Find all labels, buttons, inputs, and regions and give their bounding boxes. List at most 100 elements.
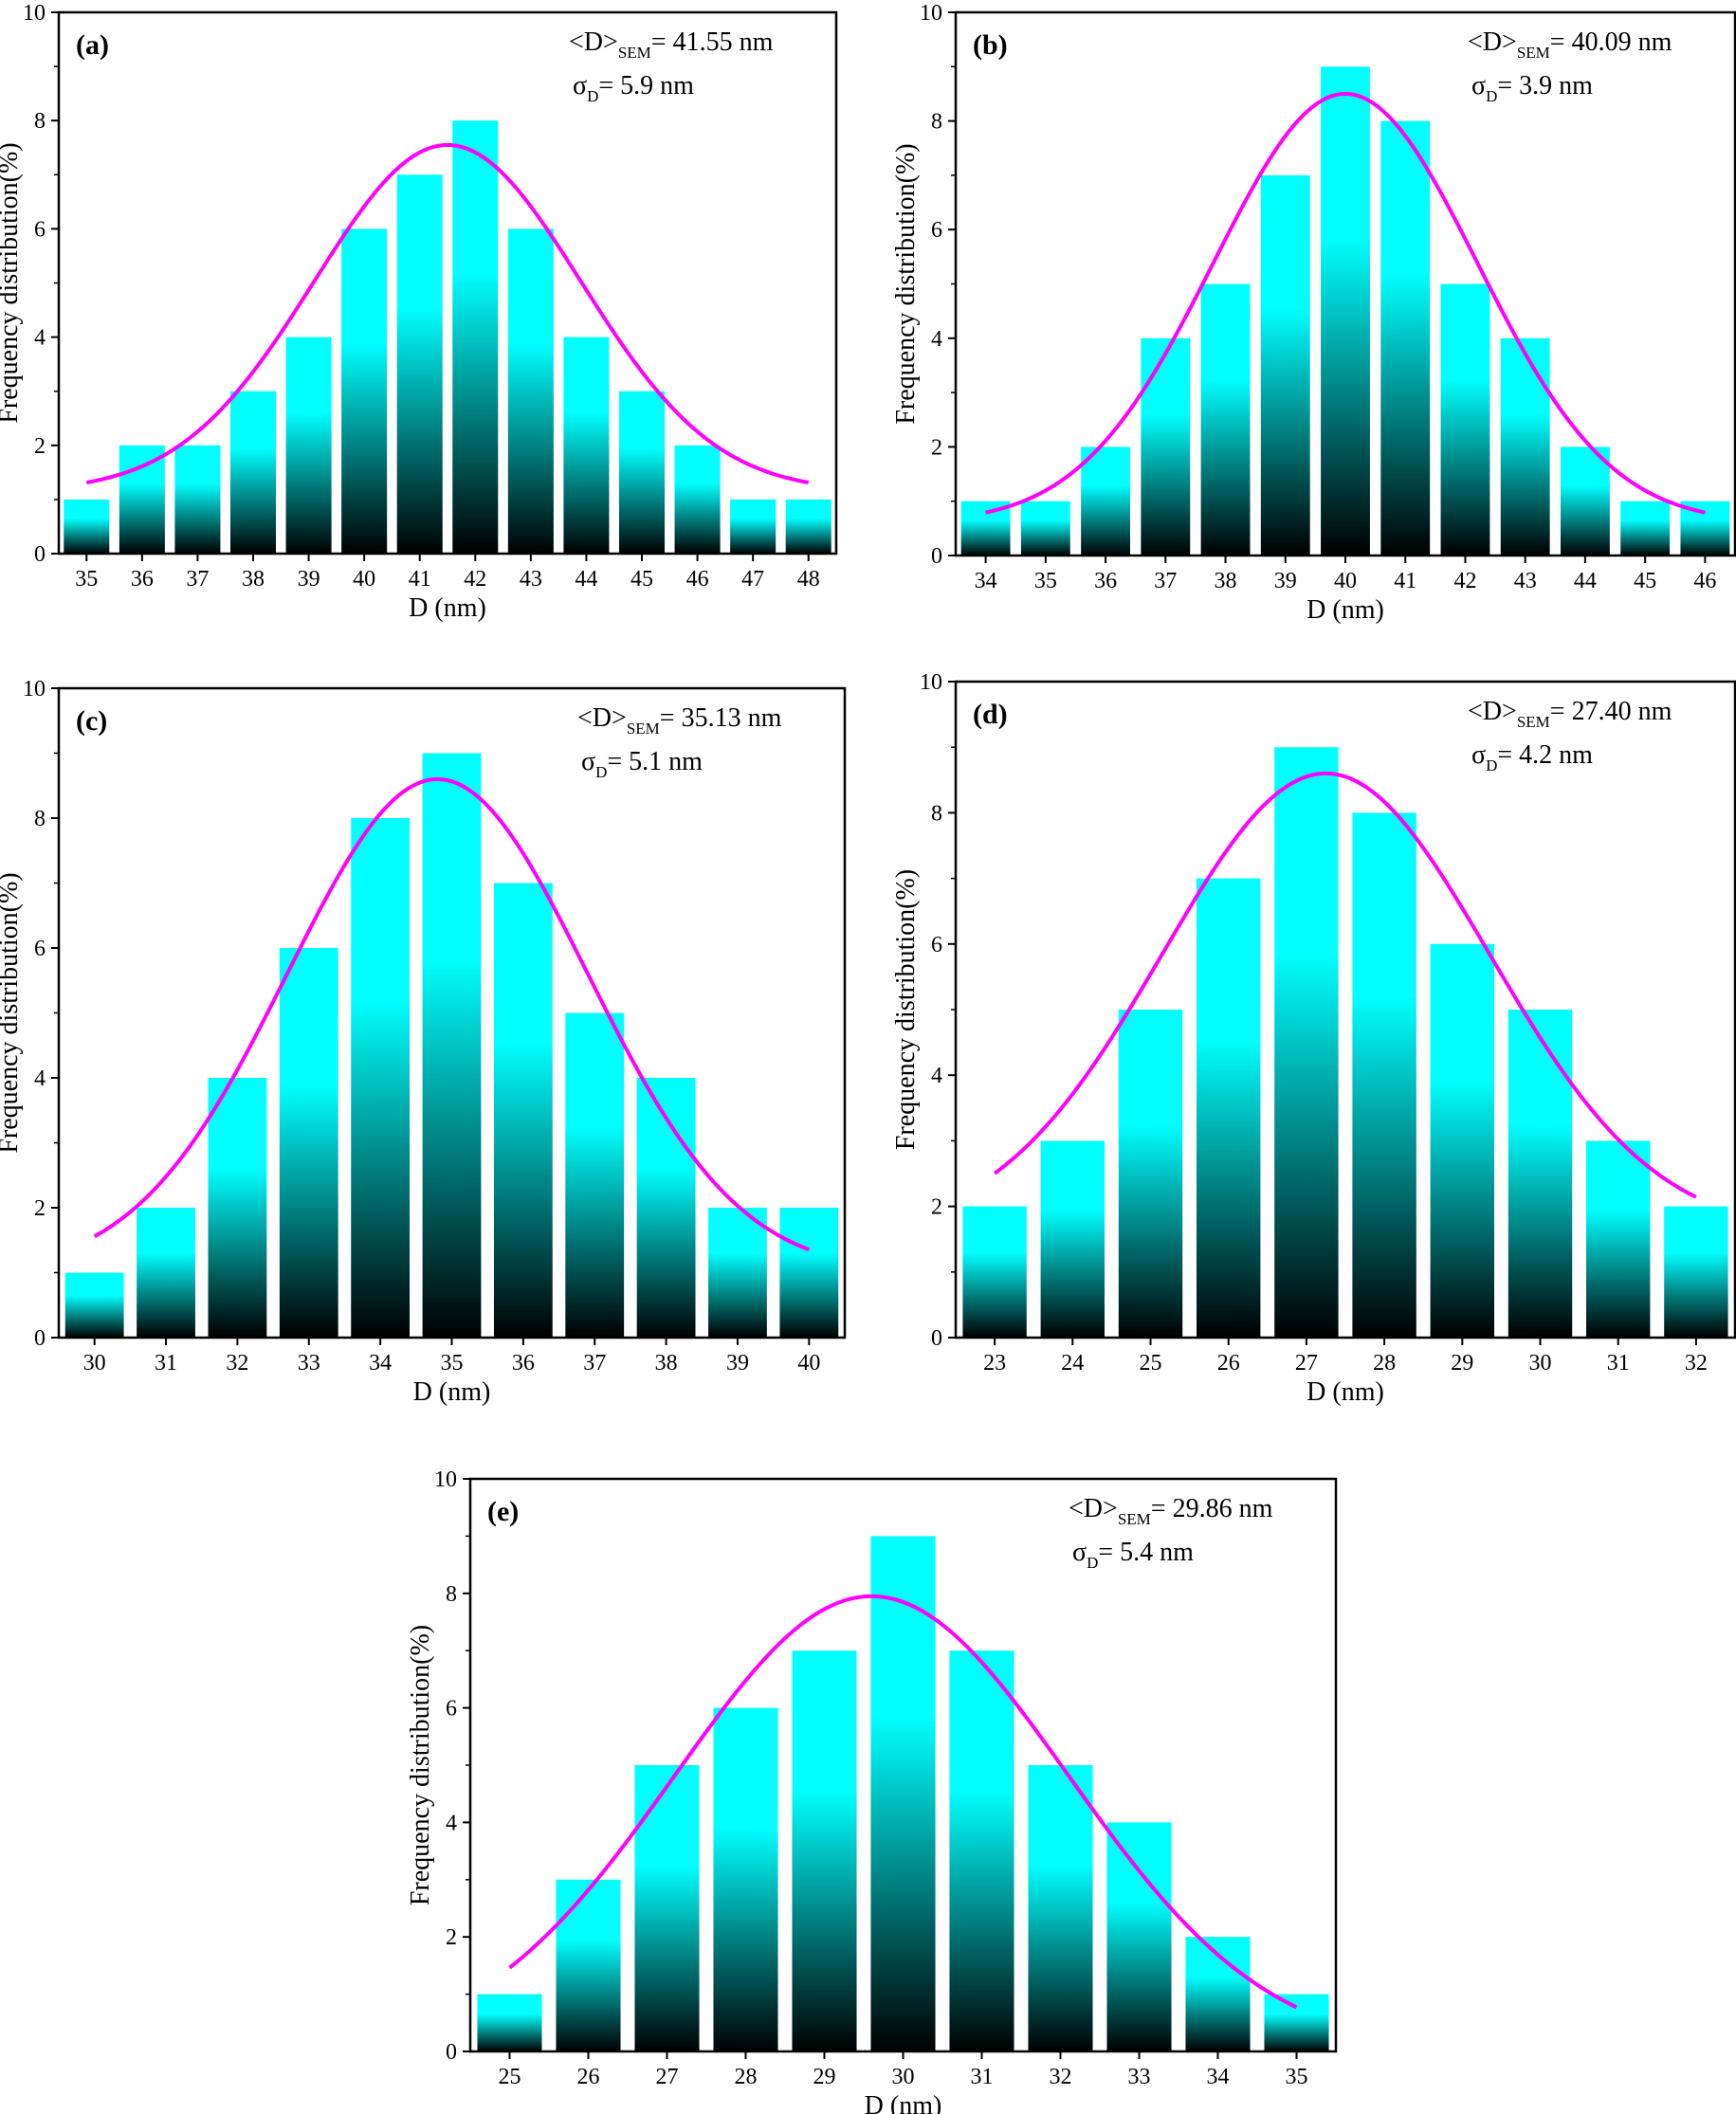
bar-e-32 [1028, 1765, 1093, 2051]
x-axis-title-d: D (nm) [1307, 1377, 1384, 1407]
bar-e-33 [1106, 1822, 1172, 2051]
sigma-annotation-a: σD= 5.9 nm [573, 71, 694, 105]
bar-e-35 [1264, 1994, 1329, 2051]
mean-symbol: <D> [577, 703, 627, 733]
sigma-subscript: D [1486, 87, 1497, 105]
sigma-symbol: σ [1471, 71, 1486, 100]
mean-annotation-a: <D>SEM= 41.55 nm [569, 27, 774, 62]
x-tick-label-b-43: 43 [1514, 569, 1537, 593]
sigma-annotation-e: σD= 5.4 nm [1072, 1538, 1194, 1572]
y-tick-label-e-4: 4 [446, 1811, 457, 1835]
mean-value: = 35.13 nm [660, 703, 782, 733]
mean-symbol: <D> [1069, 1494, 1118, 1523]
bar-b-36 [1081, 446, 1130, 556]
y-tick-label-c-0: 0 [34, 1326, 46, 1351]
y-tick-label-c-4: 4 [34, 1066, 46, 1091]
y-tick-label-d-10: 10 [920, 670, 942, 695]
bar-d-26 [1197, 878, 1261, 1338]
bar-a-40 [341, 228, 388, 554]
x-tick-label-a-41: 41 [409, 567, 431, 592]
bar-a-46 [674, 445, 721, 554]
bar-a-48 [785, 499, 831, 554]
x-tick-label-b-42: 42 [1453, 569, 1476, 593]
y-tick-label-b-6: 6 [931, 218, 942, 243]
sigma-symbol: σ [573, 71, 587, 100]
y-tick-label-e-8: 8 [446, 1582, 457, 1607]
bar-a-45 [618, 391, 666, 554]
mean-value: = 40.09 nm [1550, 27, 1672, 57]
y-axis-title-d: Frequency distribution(%) [891, 869, 921, 1150]
bar-d-25 [1118, 1010, 1183, 1338]
x-tick-label-e-31: 31 [971, 2065, 994, 2089]
gaussian-fit-line-e [508, 1594, 1298, 2010]
mean-annotation-d: <D>SEM= 27.40 nm [1468, 697, 1672, 731]
x-tick-label-b-34: 34 [975, 569, 997, 593]
x-tick-label-e-26: 26 [577, 2065, 600, 2089]
sigma-value: = 5.9 nm [598, 71, 694, 100]
y-tick-label-a-4: 4 [34, 326, 46, 351]
x-tick-label-c-35: 35 [441, 1351, 464, 1376]
x-axis-title-a: D (nm) [409, 593, 486, 623]
gaussian-fit-line-b [985, 91, 1706, 515]
x-tick-label-e-25: 25 [499, 2065, 521, 2089]
y-tick-label-a-10: 10 [23, 1, 46, 26]
y-tick-label-d-6: 6 [931, 933, 942, 957]
mean-value: = 41.55 nm [651, 27, 774, 57]
x-tick-label-e-35: 35 [1286, 2065, 1308, 2089]
bar-d-28 [1352, 812, 1416, 1338]
sigma-value: = 4.2 nm [1497, 740, 1593, 770]
sigma-subscript: D [595, 763, 607, 781]
x-axis-title-c: D (nm) [413, 1377, 491, 1407]
x-tick-label-a-38: 38 [242, 567, 265, 592]
gaussian-fit-line-d [993, 771, 1697, 1199]
bar-d-24 [1040, 1140, 1105, 1338]
x-tick-label-c-40: 40 [797, 1351, 820, 1376]
x-tick-label-a-45: 45 [630, 567, 653, 592]
x-tick-label-e-34: 34 [1207, 2065, 1230, 2089]
mean-value: = 27.40 nm [1550, 697, 1672, 726]
x-tick-label-c-31: 31 [155, 1351, 177, 1376]
x-tick-label-b-40: 40 [1334, 569, 1357, 593]
bar-b-44 [1561, 446, 1610, 556]
gaussian-fit-line-c [93, 776, 811, 1252]
bar-a-42 [452, 120, 499, 554]
mean-annotation-b: <D>SEM= 40.09 nm [1468, 27, 1672, 62]
y-tick-label-c-2: 2 [34, 1196, 46, 1221]
bar-d-30 [1508, 1010, 1573, 1338]
x-tick-label-c-36: 36 [512, 1351, 535, 1376]
x-tick-label-a-47: 47 [741, 567, 764, 592]
y-tick-label-e-0: 0 [446, 2040, 457, 2065]
bar-c-34 [351, 818, 411, 1338]
x-tick-label-c-37: 37 [583, 1351, 606, 1376]
y-tick-label-c-6: 6 [34, 937, 46, 961]
bar-b-35 [1020, 501, 1070, 556]
x-tick-label-c-39: 39 [726, 1351, 749, 1376]
sigma-value: = 3.9 nm [1497, 71, 1593, 100]
y-axis-title-a: Frequency distribution(%) [0, 142, 24, 423]
sigma-subscript: D [587, 87, 598, 105]
y-tick-label-e-2: 2 [446, 1925, 457, 1950]
sigma-annotation-c: σD= 5.1 nm [581, 747, 703, 781]
x-tick-label-a-46: 46 [686, 567, 709, 592]
x-tick-label-c-32: 32 [226, 1351, 248, 1376]
bar-b-41 [1380, 120, 1431, 556]
mean-subscript: SEM [1517, 44, 1550, 62]
x-tick-label-c-38: 38 [655, 1351, 678, 1376]
mean-symbol: <D> [1468, 27, 1517, 57]
y-tick-label-b-0: 0 [931, 544, 942, 569]
x-axis-title-b: D (nm) [1307, 595, 1384, 625]
bar-a-35 [64, 499, 110, 554]
x-tick-label-d-32: 32 [1685, 1351, 1708, 1376]
bar-b-43 [1500, 337, 1550, 556]
bar-b-39 [1260, 174, 1310, 556]
y-tick-label-a-8: 8 [34, 109, 46, 134]
x-tick-label-a-44: 44 [575, 567, 597, 592]
sigma-symbol: σ [1471, 740, 1486, 770]
y-tick-label-a-2: 2 [34, 434, 46, 459]
x-tick-label-b-45: 45 [1634, 569, 1656, 593]
y-tick-label-b-10: 10 [920, 1, 942, 26]
x-tick-label-a-39: 39 [298, 567, 320, 592]
bar-b-37 [1141, 337, 1191, 556]
